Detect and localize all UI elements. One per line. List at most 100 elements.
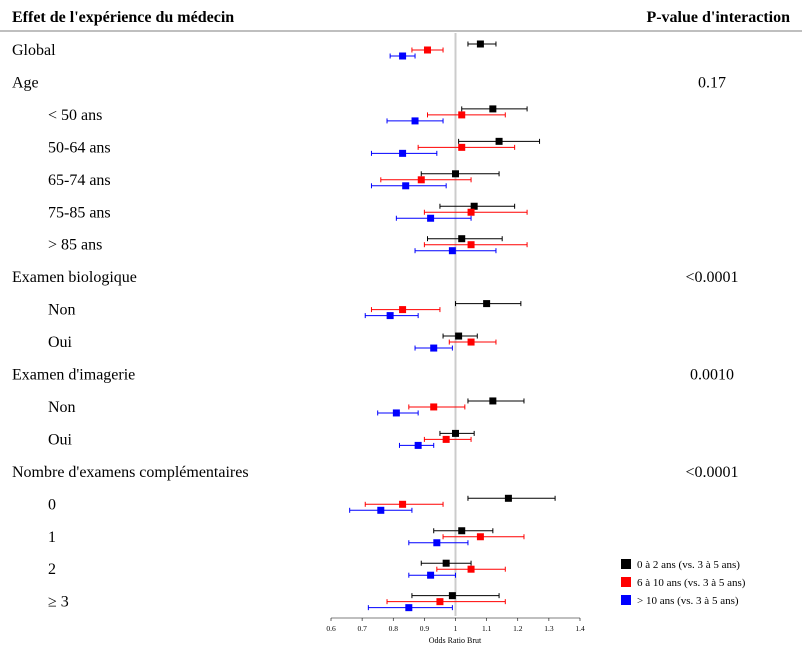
- x-tick-label: 0.9: [420, 624, 430, 633]
- row-label: Non: [48, 399, 76, 416]
- point-estimate: [442, 435, 450, 443]
- ci-series-1: [380, 176, 472, 184]
- point-estimate: [399, 149, 407, 157]
- ci-series-0: [455, 300, 522, 308]
- row-label: 65-74 ans: [48, 172, 111, 189]
- ci-series-0: [458, 137, 541, 145]
- ci-series-0: [420, 559, 472, 567]
- row-label: < 50 ans: [48, 107, 102, 124]
- marks-layer: [349, 33, 556, 616]
- ci-series-2: [414, 247, 497, 255]
- point-estimate: [399, 500, 407, 508]
- row-label: 1: [48, 529, 56, 546]
- ci-series-0: [467, 397, 525, 405]
- point-estimate: [433, 539, 441, 547]
- ci-series-2: [395, 214, 472, 222]
- point-estimate: [458, 527, 466, 535]
- row-label: Examen biologique: [12, 269, 137, 286]
- ci-series-1: [423, 435, 472, 443]
- ci-series-2: [386, 117, 444, 125]
- point-estimate: [476, 40, 484, 48]
- ci-series-1: [408, 403, 466, 411]
- row-label: ≥ 3: [48, 594, 69, 611]
- point-estimate: [386, 312, 394, 320]
- x-tick-label: 1.2: [513, 624, 523, 633]
- row-label: Nombre d'examens complémentaires: [12, 464, 249, 481]
- legend-swatch: [621, 595, 631, 605]
- point-estimate: [495, 137, 503, 145]
- point-estimate: [448, 592, 456, 600]
- point-estimate: [476, 533, 484, 541]
- ci-series-1: [423, 241, 528, 249]
- point-estimate: [427, 214, 435, 222]
- x-tick-label: 0.8: [389, 624, 399, 633]
- point-estimate: [399, 306, 407, 314]
- ci-series-1: [370, 306, 441, 314]
- x-tick-label: 1.3: [544, 624, 554, 633]
- ci-series-2: [349, 506, 413, 514]
- row-label: 50-64 ans: [48, 139, 111, 156]
- ci-series-2: [408, 539, 469, 547]
- x-axis: 0.6 0.7 0.8 0.9 1 1.1 1.2 1.3 1.4: [326, 617, 585, 633]
- x-tick-label: 0.7: [357, 624, 367, 633]
- chart-title: Effet de l'expérience du médecin: [12, 9, 234, 26]
- legend-swatch: [621, 559, 631, 569]
- row-label: Oui: [48, 431, 73, 448]
- x-tick-label: 1.1: [482, 624, 492, 633]
- point-estimate: [392, 409, 400, 417]
- point-estimate: [489, 105, 497, 113]
- point-estimate: [423, 46, 431, 54]
- x-axis-label: Odds Ratio Brut: [429, 636, 482, 645]
- pvalue-header: P-value d'interaction: [646, 9, 790, 26]
- row-label: Age: [12, 74, 39, 91]
- legend-label: 0 à 2 ans (vs. 3 à 5 ans): [637, 559, 740, 571]
- ci-series-1: [411, 46, 444, 54]
- legend: 0 à 2 ans (vs. 3 à 5 ans) 6 à 10 ans (vs.…: [621, 559, 746, 607]
- ci-series-2: [367, 604, 453, 612]
- point-estimate: [402, 182, 410, 190]
- point-estimate: [377, 506, 385, 514]
- pvalue-label: 0.17: [698, 74, 726, 91]
- point-estimate: [504, 494, 512, 502]
- point-estimate: [458, 111, 466, 119]
- point-estimate: [470, 202, 478, 210]
- ci-series-2: [377, 409, 419, 417]
- ci-series-0: [411, 592, 500, 600]
- ci-series-0: [461, 105, 528, 113]
- point-estimate: [489, 397, 497, 405]
- point-estimate: [411, 117, 419, 125]
- point-estimate: [399, 52, 407, 60]
- row-label: Global: [12, 42, 56, 59]
- legend-label: 6 à 10 ans (vs. 3 à 5 ans): [637, 577, 746, 589]
- ci-series-1: [364, 500, 444, 508]
- ci-series-1: [448, 338, 497, 346]
- ci-series-1: [417, 143, 516, 151]
- point-estimate: [483, 300, 491, 308]
- point-estimate: [427, 571, 435, 579]
- point-estimate: [430, 344, 438, 352]
- ci-series-1: [442, 533, 525, 541]
- point-estimate: [448, 247, 456, 255]
- ci-series-0: [442, 332, 478, 340]
- point-estimate: [467, 241, 475, 249]
- point-estimate: [417, 176, 425, 184]
- ci-series-2: [408, 571, 456, 579]
- point-estimate: [467, 565, 475, 573]
- row-label: 2: [48, 561, 56, 578]
- pvalue-label: <0.0001: [685, 269, 738, 286]
- x-tick-label: 1: [454, 624, 458, 633]
- ci-series-0: [433, 527, 494, 535]
- point-estimate: [405, 604, 413, 612]
- point-estimate: [455, 332, 463, 340]
- ci-series-2: [370, 182, 447, 190]
- row-label: Examen d'imagerie: [12, 367, 135, 384]
- ci-series-0: [439, 429, 475, 437]
- point-estimate: [452, 170, 459, 178]
- point-estimate: [467, 338, 475, 346]
- rows-layer: Global Age 0.17 < 50 ans 50-64 ans 65-74 ans 7…: [12, 42, 739, 611]
- ci-series-1: [386, 598, 506, 606]
- point-estimate: [458, 235, 466, 243]
- point-estimate: [430, 403, 438, 411]
- ci-series-2: [364, 312, 419, 320]
